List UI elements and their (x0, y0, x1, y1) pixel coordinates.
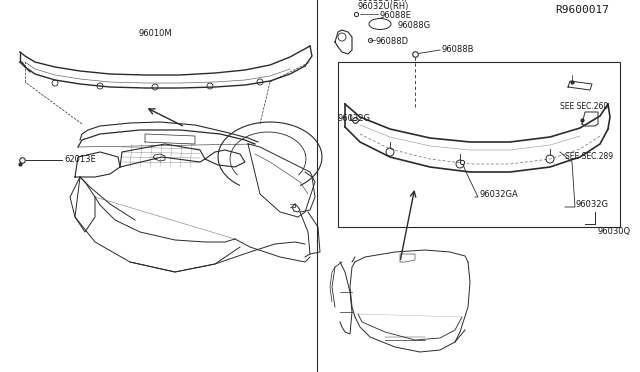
Text: 96088B: 96088B (442, 45, 474, 55)
Text: 96032G: 96032G (576, 200, 609, 209)
Text: 96088E: 96088E (380, 12, 412, 20)
Text: 96033U(LH): 96033U(LH) (358, 0, 408, 3)
Text: 96032G: 96032G (338, 114, 371, 123)
Text: 96010M: 96010M (138, 29, 172, 38)
Text: SEE SEC.289: SEE SEC.289 (565, 152, 613, 161)
Text: R9600017: R9600017 (555, 5, 609, 15)
Text: 96032U(RH): 96032U(RH) (358, 1, 410, 10)
Text: 62013E: 62013E (64, 155, 96, 164)
Text: 96032GA: 96032GA (480, 190, 519, 199)
Text: 96030Q: 96030Q (598, 227, 631, 236)
Text: 96088G: 96088G (398, 22, 431, 31)
Text: 96088D: 96088D (376, 38, 409, 46)
Text: SEE SEC.260: SEE SEC.260 (560, 102, 608, 111)
Bar (338, 62, 620, 227)
